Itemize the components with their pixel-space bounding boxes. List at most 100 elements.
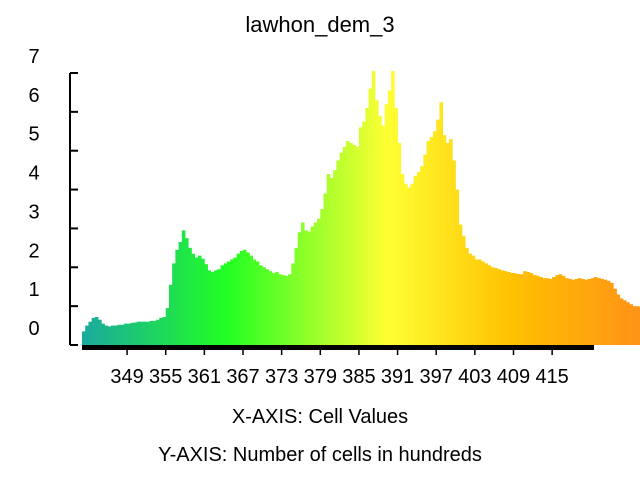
histogram-bar	[259, 265, 263, 345]
histogram-bar	[191, 253, 196, 345]
histogram-bar	[603, 279, 608, 345]
histogram-bar	[226, 261, 231, 345]
histogram-bar	[107, 326, 112, 345]
histogram-bar	[210, 271, 215, 345]
histogram-bar	[619, 298, 624, 345]
y-tick-label: 5	[28, 124, 39, 146]
histogram-bar	[110, 325, 115, 345]
histogram-bar	[133, 322, 138, 345]
histogram-bar	[233, 257, 237, 345]
histogram-bar	[197, 255, 202, 345]
histogram-bar	[529, 273, 534, 345]
histogram-bar	[300, 222, 305, 345]
histogram-bar	[342, 146, 347, 345]
y-tick-label: 1	[28, 279, 39, 301]
histogram-bar	[349, 142, 353, 345]
histogram-bar	[239, 250, 244, 345]
histogram-bar	[542, 278, 547, 345]
x-tick-label: 367	[226, 366, 259, 388]
histogram-bar	[375, 100, 379, 345]
histogram-bar	[217, 269, 221, 345]
histogram-bar	[307, 231, 311, 345]
histogram-bar	[507, 271, 511, 345]
histogram-bar	[426, 141, 431, 345]
histogram-bar	[571, 279, 576, 345]
histogram-bar	[606, 280, 611, 345]
histogram-bar	[442, 135, 447, 345]
histogram-bar	[358, 127, 363, 346]
histogram-bar	[252, 259, 257, 345]
histogram-bar	[487, 265, 492, 345]
histogram-bar	[85, 325, 89, 345]
histogram-bar	[474, 259, 479, 345]
histogram-bar	[201, 258, 205, 345]
histogram-bar	[519, 274, 524, 345]
x-tick-label: 409	[497, 366, 530, 388]
histogram-bar	[313, 222, 318, 345]
histogram-bar	[410, 183, 415, 345]
x-tick-label: 391	[381, 366, 414, 388]
histogram-bar	[581, 278, 585, 345]
histogram-bar	[452, 160, 456, 345]
histogram-bar	[465, 247, 469, 345]
histogram-bar	[458, 224, 463, 345]
histogram-bar	[616, 294, 621, 345]
histogram-bar	[146, 321, 150, 345]
x-tick-label: 403	[458, 366, 491, 388]
x-tick-label: 373	[265, 366, 298, 388]
histogram-bar	[574, 278, 579, 345]
histogram-bar	[281, 275, 286, 345]
histogram-bar	[265, 269, 270, 345]
histogram-bar	[400, 174, 405, 345]
histogram-bar	[159, 317, 163, 345]
histogram-bar	[123, 323, 128, 345]
histogram-bar	[468, 253, 472, 345]
histogram-bar	[104, 325, 109, 345]
histogram-bar	[429, 137, 434, 345]
histogram-bar	[323, 193, 328, 345]
histogram-bar	[143, 321, 147, 345]
x-tick-label: 361	[188, 366, 221, 388]
histogram-bar	[91, 317, 96, 345]
histogram-bar	[622, 300, 627, 345]
x-axis-line	[82, 345, 594, 350]
histogram-bar	[175, 249, 179, 345]
y-tick-label: 4	[28, 163, 39, 185]
histogram-bar	[288, 274, 292, 345]
histogram-bar	[510, 273, 514, 345]
histogram-bar	[494, 268, 498, 345]
histogram-bar	[139, 321, 144, 345]
histogram-bar	[632, 306, 637, 345]
histogram-bar	[565, 278, 569, 345]
histogram-bar	[114, 325, 118, 345]
histogram-bar	[587, 278, 592, 345]
histogram-bar	[168, 284, 173, 345]
x-tick-label: 415	[535, 366, 568, 388]
histogram-bar	[207, 270, 212, 345]
histogram-bar	[181, 230, 186, 345]
histogram-bar	[291, 263, 295, 345]
histogram-bar	[152, 320, 157, 345]
histogram-bar	[329, 177, 334, 345]
y-axis-label: Y-AXIS: Number of cells in hundreds	[158, 444, 482, 466]
histogram-bar	[471, 255, 476, 345]
histogram-bar	[532, 275, 537, 345]
histogram-bar	[339, 152, 344, 345]
histogram-bar	[545, 278, 550, 345]
histogram-bar	[391, 71, 395, 345]
histogram-bar	[333, 170, 337, 345]
histogram-bar	[156, 319, 160, 345]
histogram-bar	[194, 257, 199, 345]
histogram-bar	[275, 271, 279, 345]
histogram-bar	[420, 166, 424, 345]
histogram-bar	[352, 144, 357, 345]
histogram-bar	[536, 275, 540, 345]
histogram-bar	[336, 160, 340, 345]
histogram-bar	[381, 125, 386, 346]
y-tick-label: 3	[28, 201, 39, 223]
histogram-bar	[629, 304, 633, 345]
y-tick-label: 0	[28, 318, 39, 340]
histogram-bar	[268, 271, 273, 345]
histogram-bar	[362, 121, 366, 345]
